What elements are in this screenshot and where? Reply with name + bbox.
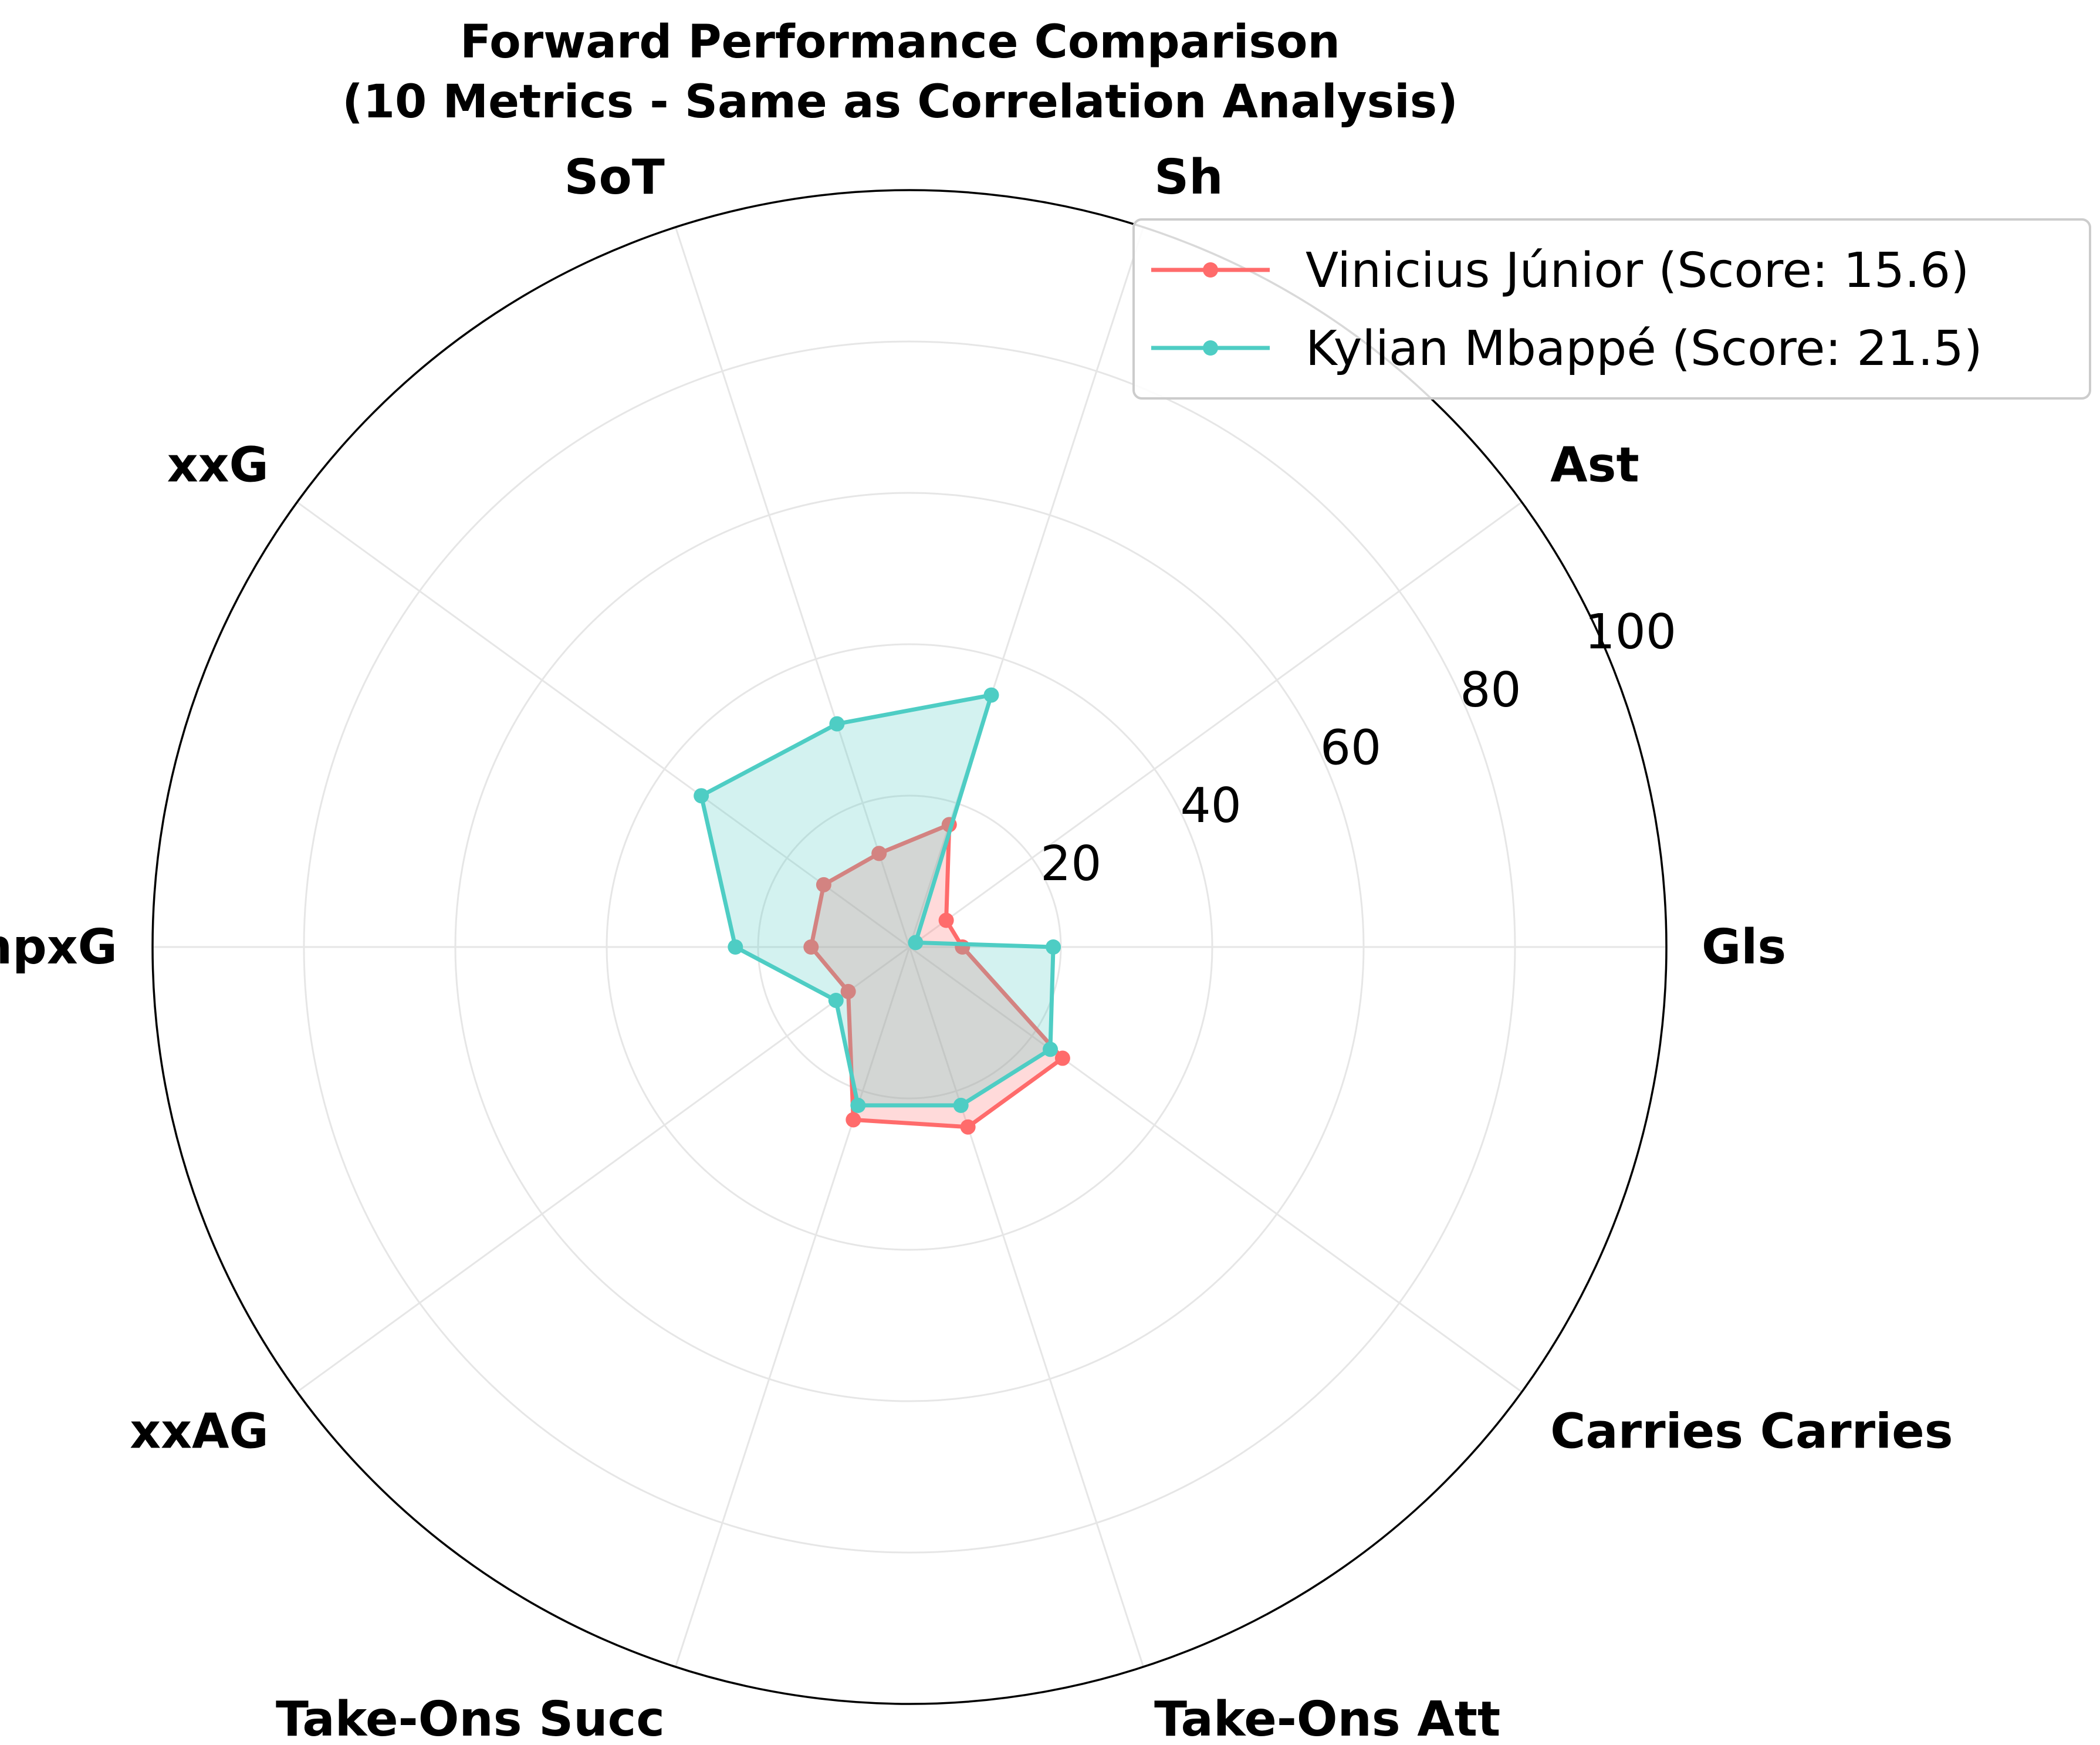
radial-tick-label: 100 — [1585, 604, 1677, 660]
outer-ring — [151, 189, 1668, 1705]
series-point — [850, 1097, 866, 1113]
radial-tick-label: 40 — [1181, 778, 1242, 834]
grid-spoke — [674, 946, 911, 1668]
grid-spoke — [909, 501, 1523, 948]
axis-label: xxG — [167, 437, 269, 493]
axis-label: Sh — [1154, 150, 1223, 205]
chart-title-line-2: (10 Metrics - Same as Correlation Analys… — [342, 76, 1458, 128]
grid-spoke — [908, 946, 1145, 1668]
series-point — [1046, 939, 1061, 955]
series-point — [871, 846, 887, 861]
axis-label: Take-Ons Att — [1154, 1692, 1500, 1743]
legend: Vinicius Júnior (Score: 15.6) Kylian Mbap… — [1132, 218, 2091, 400]
legend-entry-label: Vinicius Júnior (Score: 15.6) — [1306, 243, 1969, 299]
series-point — [908, 935, 924, 951]
chart-title-line-1: Forward Performance Comparison — [460, 16, 1340, 69]
series-layer — [694, 687, 1070, 1135]
axis-label: xxAG — [130, 1404, 269, 1460]
axis-label: Gls — [1702, 919, 1786, 975]
series-point — [983, 687, 999, 703]
axis-label: Ast — [1550, 437, 1639, 493]
axis-label: Carries Carries — [1550, 1404, 1953, 1460]
series-point — [938, 912, 954, 928]
series-point — [829, 716, 845, 732]
series-point — [694, 788, 709, 804]
series-point — [960, 1119, 976, 1135]
legend-entry-label: Kylian Mbappé (Score: 21.5) — [1306, 321, 1983, 377]
label-layer: 20 40 60 80 100 Gls Ast Sh SoT xxG xnpxG xxAG Take-O… — [0, 150, 1953, 1745]
series-point — [728, 939, 743, 955]
radial-tick-label: 60 — [1320, 720, 1381, 776]
series-point — [803, 939, 819, 955]
legend-marker — [1203, 262, 1218, 278]
grid-spoke — [296, 501, 910, 948]
series-point — [828, 992, 844, 1008]
legend-marker — [1203, 340, 1218, 356]
series-point — [846, 1112, 861, 1128]
grid-spoke — [296, 946, 910, 1393]
series-point — [953, 1097, 969, 1113]
grid-spoke — [909, 946, 1523, 1393]
series-point — [840, 983, 856, 999]
legend-frame — [1132, 218, 2091, 400]
title-layer: Forward Performance Comparison (10 Metri… — [342, 16, 1458, 128]
axis-label: SoT — [564, 150, 664, 205]
axis-label: Take-Ons Succ — [276, 1692, 665, 1743]
grid-layer — [151, 189, 1668, 1705]
series-point — [816, 877, 831, 892]
series-fill — [811, 824, 1063, 1127]
radial-tick-label: 80 — [1460, 662, 1521, 718]
series-point — [1054, 1050, 1070, 1066]
radial-tick-label: 20 — [1040, 836, 1101, 892]
series-fill — [701, 695, 1054, 1105]
series-point — [1043, 1041, 1059, 1057]
axis-label: xnpxG — [0, 919, 117, 975]
grid-spoke — [674, 226, 911, 948]
